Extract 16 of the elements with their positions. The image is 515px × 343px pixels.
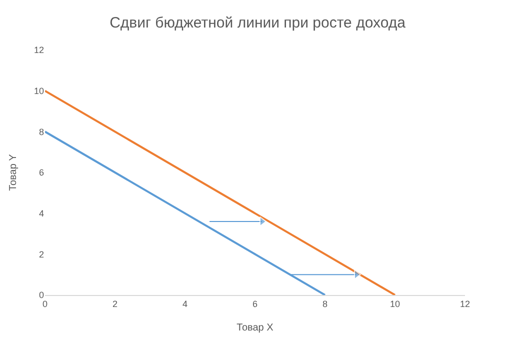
- y-tick-label: 0: [38, 290, 44, 300]
- y-axis-title: Товар Y: [8, 154, 19, 191]
- x-tick-label: 4: [182, 298, 188, 309]
- y-tick-label: 10: [34, 86, 44, 96]
- y-tick-label: 12: [34, 45, 44, 56]
- x-tick-label: 2: [112, 298, 118, 309]
- chart-title: Сдвиг бюджетной линии при росте дохода: [110, 14, 406, 32]
- x-tick-label: 12: [460, 298, 470, 309]
- y-tick-label: 8: [38, 126, 44, 137]
- y-tick-label: 4: [38, 208, 44, 218]
- x-tick-label: 6: [252, 298, 258, 309]
- y-tick-label: 6: [38, 168, 44, 178]
- x-tick-label: 8: [322, 298, 328, 309]
- y-tick-label: 2: [38, 249, 44, 260]
- x-axis-title: Товар X: [236, 322, 274, 334]
- x-tick-label: 10: [390, 298, 400, 309]
